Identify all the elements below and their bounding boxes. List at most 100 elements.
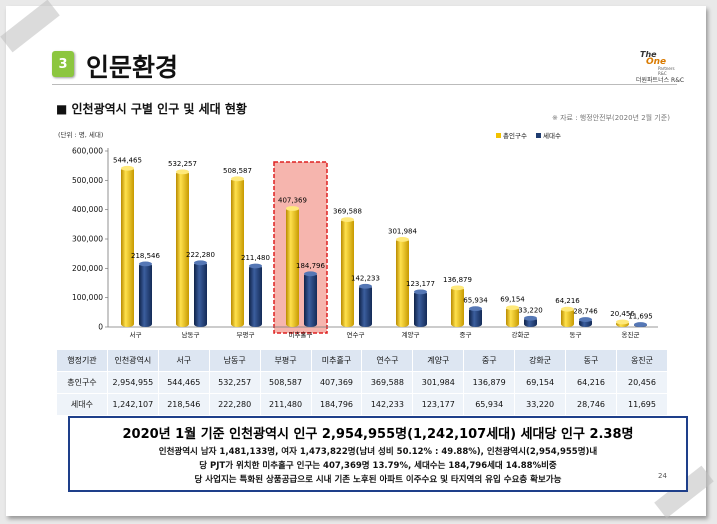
population-bar-cap [121,165,134,171]
summary-line-4: 당 사업지는 특화된 상품공급으로 시내 기존 노후된 아파트 이주수요 및 타… [194,475,562,485]
summary-line-3: 당 PJT가 위치한 미추홀구 인구는 407,369명 13.79%, 세대수… [199,461,557,471]
table-header-row: 행정기관 인천광역시 서구 남동구 부평구 미추홀구 연수구 계양구 중구 강화군 동구 옹진군 [56,349,669,372]
population-bar-cap [341,217,354,222]
y-tick-label: 600,000 [72,147,103,156]
population-bar [341,218,354,327]
table-cell: 544,465 [157,371,210,394]
population-bar [451,286,464,327]
data-label: 65,934 [463,297,488,305]
table-header-cell: 연수구 [361,349,414,372]
table-cell: 세대수 [56,393,108,416]
table-cell: 136,879 [463,371,516,394]
source-note: ※ 자료 : 행정안전부(2020년 2월 기준) [552,114,670,122]
population-bar [561,308,574,327]
data-label: 123,177 [406,280,435,288]
x-tick-label: 중구 [460,331,472,339]
table-row-population: 총인구수 2,954,955 544,465 532,257 508,587 407,36… [56,371,669,394]
x-tick-label: 미추홀구 [289,330,313,339]
x-tick-label: 부평구 [237,330,255,339]
logo-text-korean: 더원파트너스 R&C [636,77,685,84]
table-cell: 369,588 [361,371,414,394]
data-label: 33,220 [518,306,543,314]
table-cell: 69,154 [514,371,567,394]
y-tick-label: 200,000 [72,264,103,273]
household-bar-cap [194,260,207,266]
logo-text-partners: Partners R&C [658,66,675,76]
summary-headline: 2020년 1월 기준 인천광역시 인구 2,954,955명(1,242,10… [122,427,634,442]
table-cell: 211,480 [259,393,312,416]
x-tick-label: 동구 [570,331,582,339]
population-bar-cap [616,319,629,325]
x-tick-label: 남동구 [182,330,200,339]
table-header-cell: 중구 [463,349,516,372]
table-cell: 142,233 [361,393,414,416]
section-number-badge: 3 [52,51,74,77]
data-label: 11,695 [628,313,653,321]
population-bar [396,238,409,327]
company-logo: The One Partners R&C 더원파트너스 R&C [634,50,684,86]
tape-decoration-top [0,0,60,53]
household-bar [469,307,482,327]
household-bar-cap [139,261,152,267]
table-header-cell: 옹진군 [615,349,669,372]
table-header-cell: 행정기관 [56,349,108,372]
population-bar-cap [231,176,244,182]
logo-text-one: One [646,57,667,67]
table-cell: 301,984 [412,371,465,394]
x-tick-label: 옹진군 [622,330,640,339]
household-bar-cap [359,283,372,289]
table-cell: 65,934 [463,393,516,416]
population-bar [506,306,519,327]
table-cell: 123,177 [412,393,465,416]
table-cell: 407,369 [310,371,363,394]
household-bar-cap [524,315,537,321]
household-bar-cap [579,317,592,322]
logo-text-the: The [640,50,657,59]
household-bar [304,272,317,327]
data-label: 20,456 [610,310,635,318]
chart-subheading: ■ 인천광역시 구별 인구 및 세대 현황 [56,102,247,116]
highlight-box [273,161,328,334]
y-tick-label: 400,000 [72,205,103,214]
population-bar-cap [286,206,299,211]
household-bar [139,262,152,327]
data-label: 69,154 [500,296,525,304]
legend-swatch-population [496,133,501,138]
population-bar-cap [396,237,409,242]
table-header-cell: 강화군 [514,349,567,372]
population-bar [121,167,134,327]
household-bar-cap [249,263,262,269]
population-bar-chart: (단위 : 명, 세대) 0 100,000 200,000 300,000 400,00… [58,130,658,339]
population-bar-cap [176,169,189,175]
data-label: 369,588 [333,208,362,216]
table-header-cell: 동구 [565,349,617,372]
data-label: 301,984 [388,227,417,235]
table-cell: 1,242,107 [106,393,159,416]
table-cell: 222,280 [208,393,261,416]
data-label: 136,879 [443,276,472,284]
data-label: 211,480 [241,254,270,262]
x-tick-label: 서구 [130,330,142,339]
population-bar-cap [451,285,464,291]
population-bar-cap [506,305,519,311]
household-bar [194,261,207,327]
unit-label: (단위 : 명, 세대) [58,130,103,139]
table-cell: 508,587 [259,371,312,394]
table-cell: 33,220 [514,393,567,416]
table-cell: 2,954,955 [106,371,159,394]
data-label: 64,216 [555,297,580,305]
data-label: 142,233 [351,274,380,282]
data-label: 218,546 [131,252,160,260]
data-label: 222,280 [186,251,215,259]
data-label: 184,796 [296,262,325,270]
legend-label-population: 총인구수 [503,131,527,140]
table-header-cell: 서구 [157,349,210,372]
summary-line-2: 인천광역시 남자 1,481,133명, 여자 1,473,822명(남녀 성비… [158,447,598,457]
y-tick-label: 0 [98,323,103,332]
table-header-cell: 부평구 [259,349,312,372]
table-cell: 64,216 [565,371,617,394]
data-label: 407,369 [278,197,307,205]
data-label: 544,465 [113,156,142,164]
y-tick-label: 300,000 [72,235,103,244]
